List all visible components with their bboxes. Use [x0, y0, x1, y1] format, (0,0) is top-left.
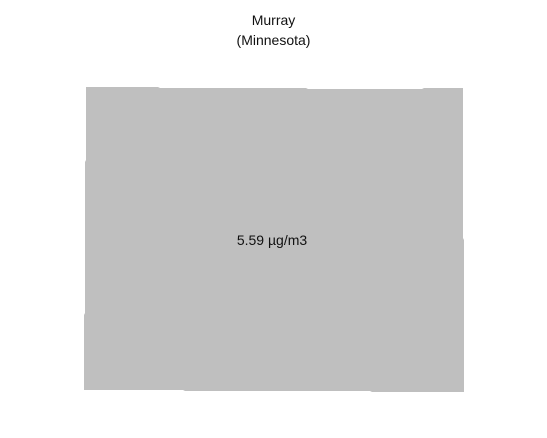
map-title: Murray: [251, 12, 296, 28]
map-subtitle: (Minnesota): [236, 32, 311, 48]
region-value-label: 5.59 µg/m3: [237, 232, 308, 248]
county-region: [84, 87, 464, 392]
